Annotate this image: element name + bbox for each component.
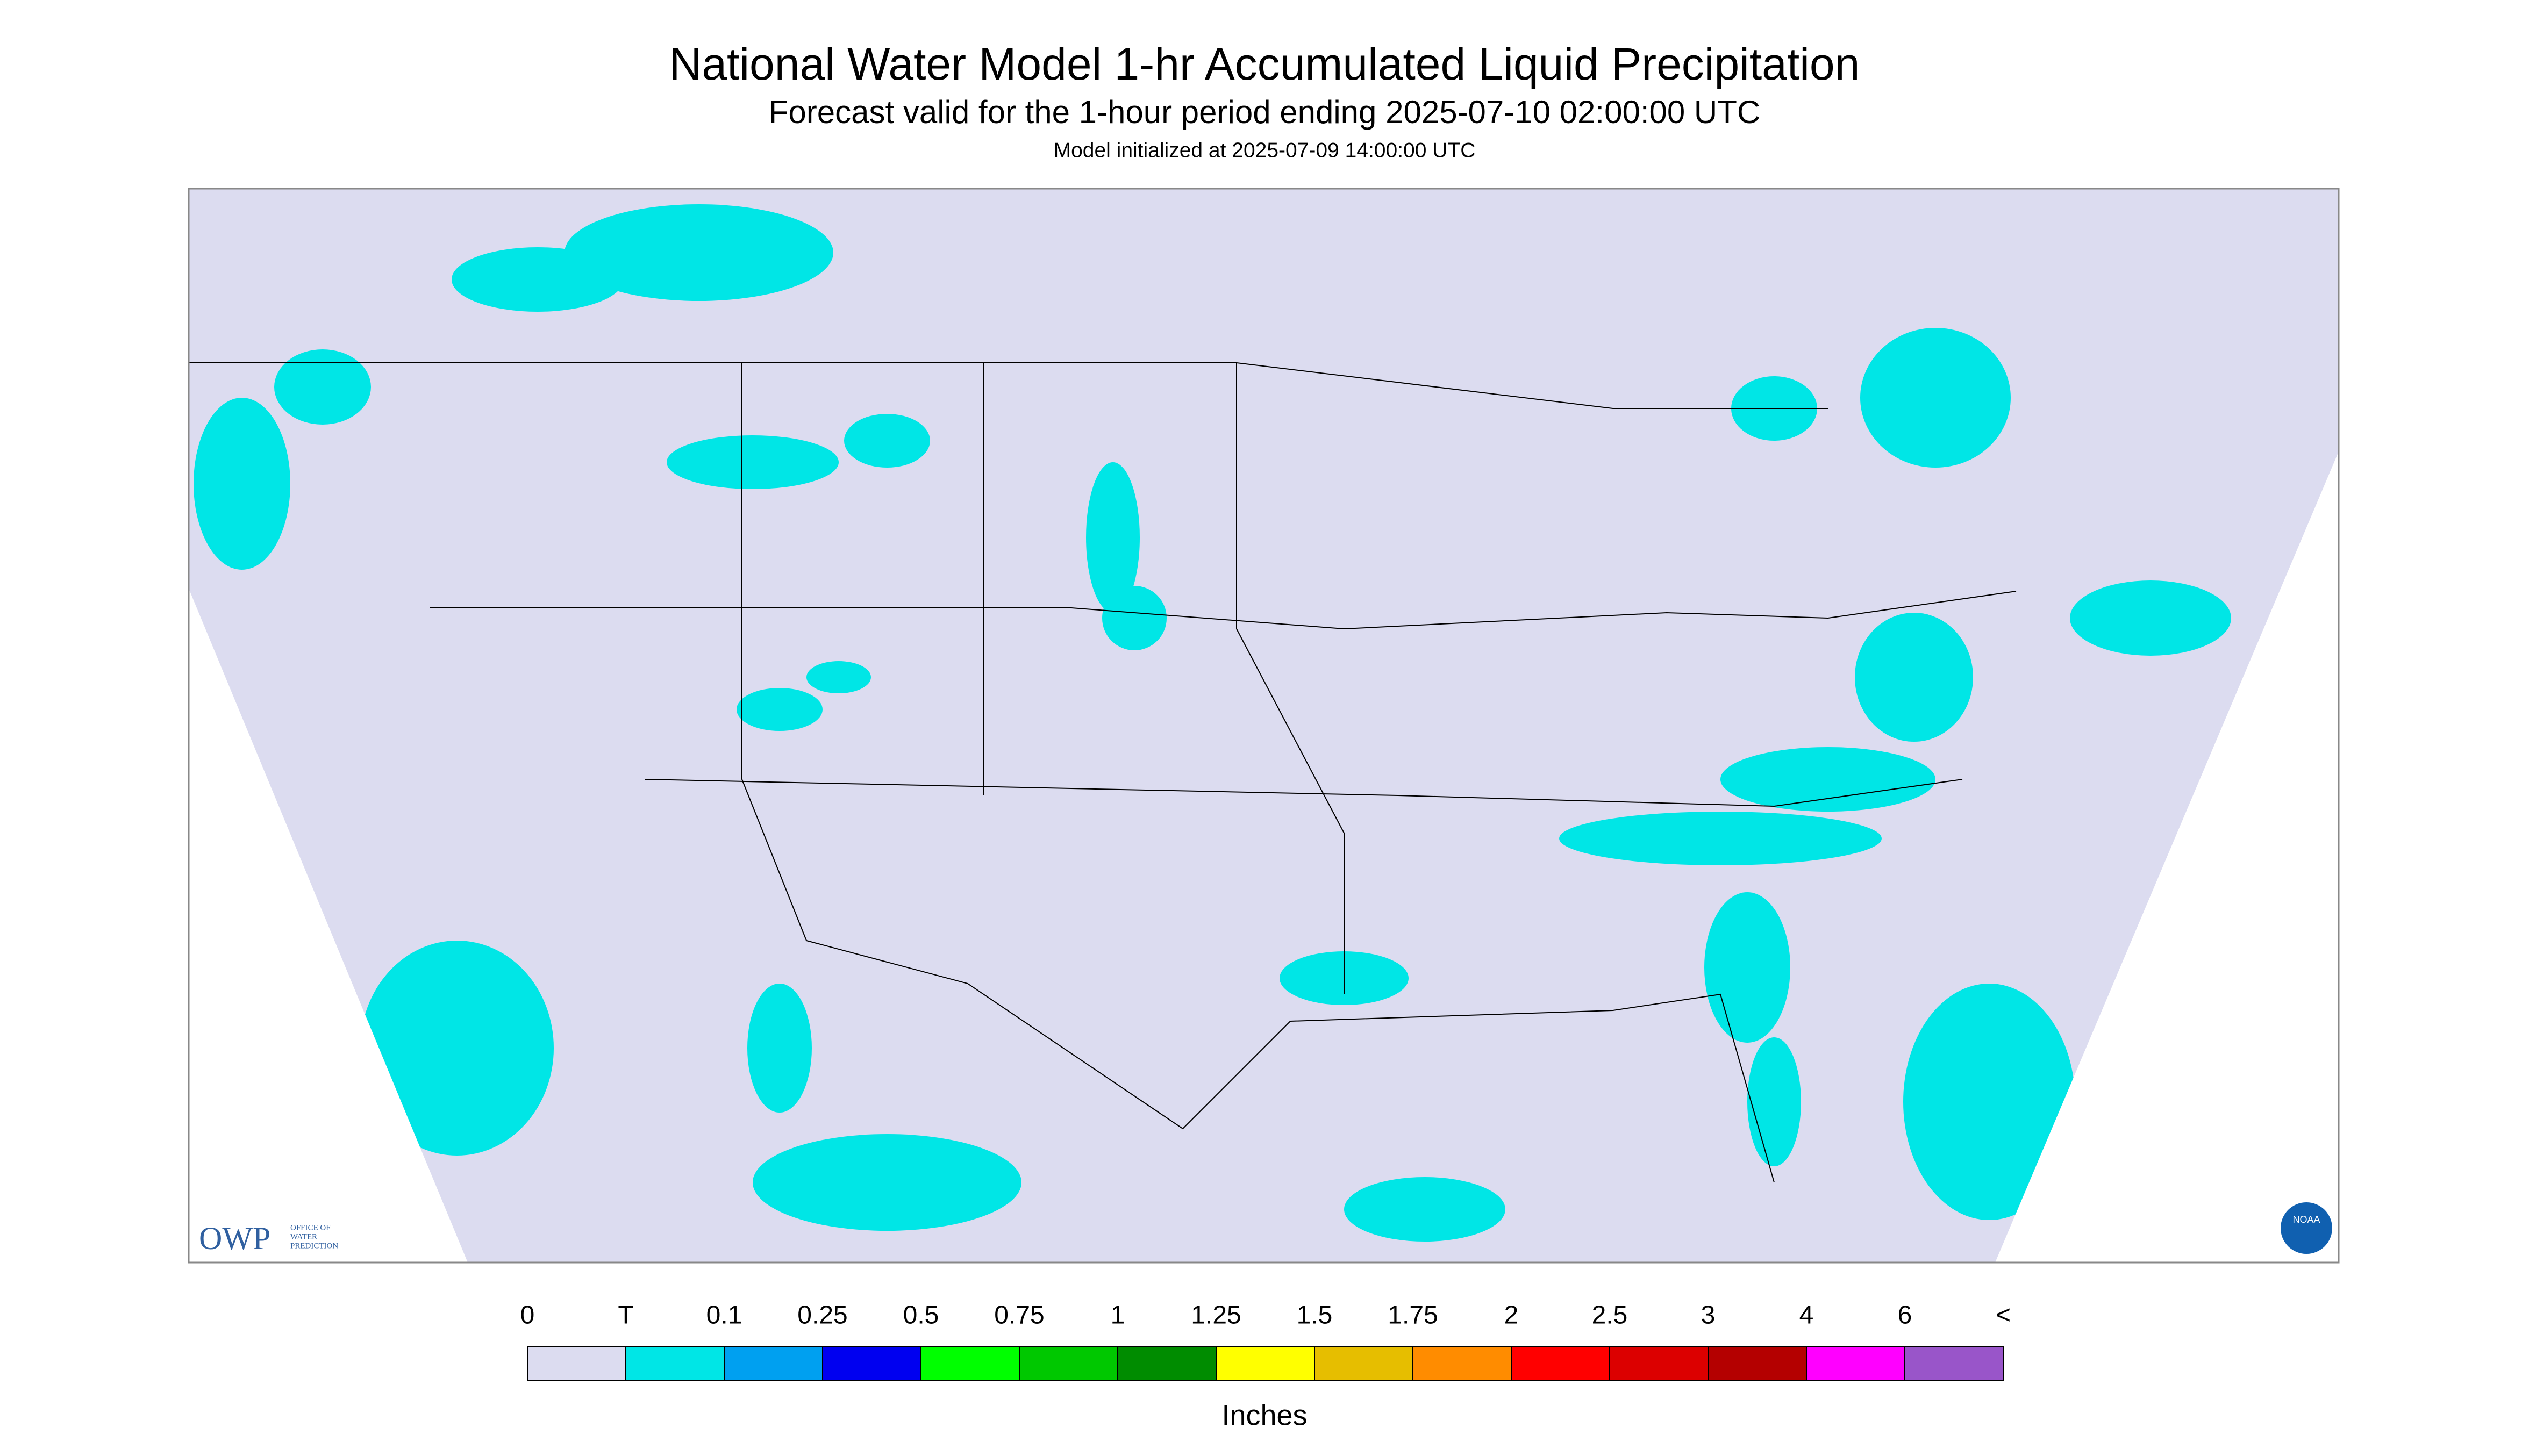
legend-unit: Inches [1221,1399,1307,1431]
legend-label: 0.75 [994,1301,1044,1330]
legend-label: 0.5 [903,1301,939,1330]
legend-swatch [1117,1346,1217,1381]
legend-label: 1.75 [1388,1301,1438,1330]
owp-logo: OWP [199,1221,270,1256]
legend-swatch [1314,1346,1413,1381]
owp-logo-line: PREDICTION [290,1242,338,1250]
legend-swatch [527,1346,626,1381]
noaa-logo-text: NOAA [2292,1214,2320,1225]
legend-label: 0 [520,1301,535,1330]
init-time: Model initialized at 2025-07-09 14:00:00… [1054,139,1476,162]
legend-label: 0.1 [706,1301,742,1330]
legend-swatch [625,1346,725,1381]
legend-label: < [1996,1301,2011,1330]
legend-label: 1.25 [1191,1301,1241,1330]
legend-label: 6 [1898,1301,1912,1330]
subtitle: Forecast valid for the 1-hour period end… [769,94,1760,130]
legend-label: 1 [1111,1301,1125,1330]
noaa-logo [2281,1202,2332,1254]
title: National Water Model 1-hr Accumulated Li… [669,39,1860,89]
legend-label: 3 [1701,1301,1716,1330]
legend-label: T [618,1301,633,1330]
owp-logo-line: OFFICE OF [290,1223,331,1232]
legend-swatch [1904,1346,2004,1381]
legend-label: 2 [1504,1301,1519,1330]
legend-swatch [1511,1346,1610,1381]
map-frame [188,188,2340,1264]
boundaries [189,362,2017,1183]
legend-label: 0.25 [797,1301,847,1330]
legend-swatch [1216,1346,1315,1381]
precip-areas [194,204,2231,1242]
legend-swatch [1708,1346,1807,1381]
legend-label: 2.5 [1592,1301,1628,1330]
legend-label: 1.5 [1297,1301,1333,1330]
legend-swatch [822,1346,921,1381]
legend-label: 4 [1799,1301,1814,1330]
legend: 0 T 0.1 0.25 0.5 0.75 1 1.25 1.5 1.75 2 2.5 3 4 6 < [520,1301,2011,1381]
legend-swatch [1019,1346,1118,1381]
legend-swatch [920,1346,1020,1381]
legend-swatch [1806,1346,1905,1381]
owp-logo-line: WATER [290,1232,317,1241]
legend-swatch [724,1346,823,1381]
legend-swatch [1609,1346,1709,1381]
legend-swatch [1412,1346,1512,1381]
